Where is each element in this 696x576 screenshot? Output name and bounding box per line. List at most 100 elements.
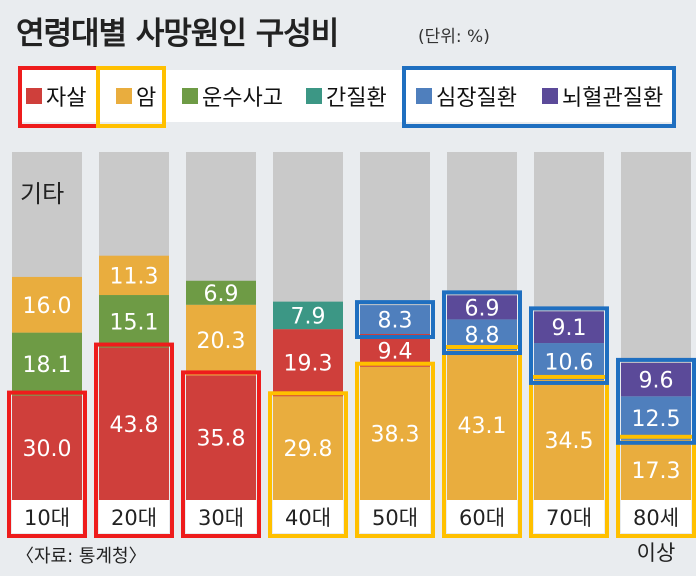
label-cancer-2: 20.3 [197,329,246,354]
chart-title: 연령대별 사망원인 구성비 [16,16,339,52]
category-label-2: 30대 [198,506,244,530]
bar-stroke-7 [621,362,691,397]
label-stroke-5: 6.9 [465,296,500,321]
bar-cancer-6 [534,379,604,500]
legend-highlight-suicide [18,66,100,128]
bar-heart-4 [360,305,430,335]
label-suicide-4: 9.4 [378,339,413,364]
legend-label-cancer: 암 [136,86,157,111]
unit-label: (단위: %) [418,27,490,47]
category-box-6 [534,500,604,533]
highlight-suicide-0 [7,390,87,538]
label-cancer-1: 11.3 [110,264,159,289]
label-suicide-3: 19.3 [284,352,333,377]
legend-item-stroke: 뇌혈관질환 [542,84,663,111]
label-cancer-6: 34.5 [545,429,594,454]
highlight-cardio-7 [616,357,696,445]
highlight-cancer-7 [616,434,696,538]
category-label-3: 40대 [285,506,331,530]
bar-heart-6 [534,343,604,380]
legend-item-traffic: 운수사고 [182,84,283,111]
category-label-0: 10대 [24,506,70,530]
label-traffic-2: 6.9 [204,282,239,307]
label-cancer-3: 29.8 [284,437,333,462]
highlight-cardio-4 [355,300,435,340]
bar-suicide-2 [186,375,256,500]
label-liver-3: 7.9 [291,304,326,329]
legend-swatch-suicide [26,88,42,104]
bar-heart-7 [621,396,691,440]
legend: 자살 암 운수사고 간질환 심장질환 뇌혈관질환 [18,70,676,122]
label-suicide-2: 35.8 [197,427,246,452]
legend-item-heart: 심장질환 [416,84,517,111]
legend-swatch-heart [416,88,432,104]
bar-cancer-5 [447,350,517,500]
bar-traffic-1 [99,295,169,348]
category-sublabel-7: 이상 [637,541,676,565]
category-box-1 [99,500,169,533]
legend-swatch-traffic [182,88,198,104]
category-label-7: 80세 [633,506,679,530]
label-stroke-6: 9.1 [552,316,587,341]
legend-label-stroke: 뇌혈관질환 [562,86,664,111]
bar-stroke-6 [534,311,604,344]
legend-highlight-cardio [402,66,676,128]
highlight-cancer-5 [442,345,522,538]
label-traffic-0: 18.1 [23,353,72,378]
highlight-cancer-3 [268,391,348,538]
bar-cancer-2 [186,304,256,376]
bar-cancer-1 [99,255,169,296]
bar-liver-3 [273,301,343,330]
label-stroke-7: 9.6 [639,369,674,394]
label-heart-4: 8.3 [378,309,413,334]
category-box-3 [273,500,343,533]
label-cancer-4: 38.3 [371,422,420,447]
bar-suicide-3 [273,329,343,397]
bar-cancer-3 [273,396,343,500]
legend-label-liver: 간질환 [326,86,387,111]
highlight-suicide-2 [181,370,261,538]
bar-suicide-4 [360,334,430,367]
category-box-4 [360,500,430,533]
category-box-5 [447,500,517,533]
bar-heart-5 [447,319,517,351]
bar-cancer-7 [621,439,691,500]
label-heart-7: 12.5 [632,407,681,432]
legend-swatch-liver [306,88,322,104]
label-heart-5: 8.8 [465,324,500,349]
legend-item-liver: 간질환 [306,84,387,111]
category-label-6: 70대 [546,506,592,530]
highlight-cancer-4 [355,361,435,538]
legend-highlight-cancer [96,66,166,128]
label-traffic-1: 15.1 [110,310,159,335]
legend-label-heart: 심장질환 [436,86,517,111]
highlight-cardio-5 [442,290,522,356]
bar-cancer-0 [12,276,82,333]
bar-suicide-0 [12,395,82,500]
legend-label-suicide: 자살 [46,86,87,111]
label-suicide-0: 30.0 [23,437,72,462]
label-suicide-1: 43.8 [110,413,159,438]
bar-stroke-5 [447,295,517,320]
label-cancer-5: 43.1 [458,414,507,439]
bar-traffic-0 [12,332,82,396]
legend-label-traffic: 운수사고 [202,86,283,111]
category-box-2 [186,500,256,533]
label-cancer-7: 17.3 [632,459,681,484]
highlight-cardio-6 [529,306,609,385]
legend-swatch-cancer [116,88,132,104]
legend-swatch-stroke [542,88,558,104]
legend-item-suicide: 자살 [26,84,86,111]
source-note: 〈자료: 통계청〉 [16,546,147,567]
bar-traffic-2 [186,280,256,305]
category-box-0 [12,500,82,533]
highlight-suicide-1 [94,342,174,538]
category-label-1: 20대 [111,506,157,530]
other-label: 기타 [20,180,64,208]
bar-suicide-1 [99,347,169,500]
category-label-5: 60대 [459,506,505,530]
bar-cancer-4 [360,366,430,500]
highlight-cancer-6 [529,374,609,538]
category-box-7 [621,500,691,533]
